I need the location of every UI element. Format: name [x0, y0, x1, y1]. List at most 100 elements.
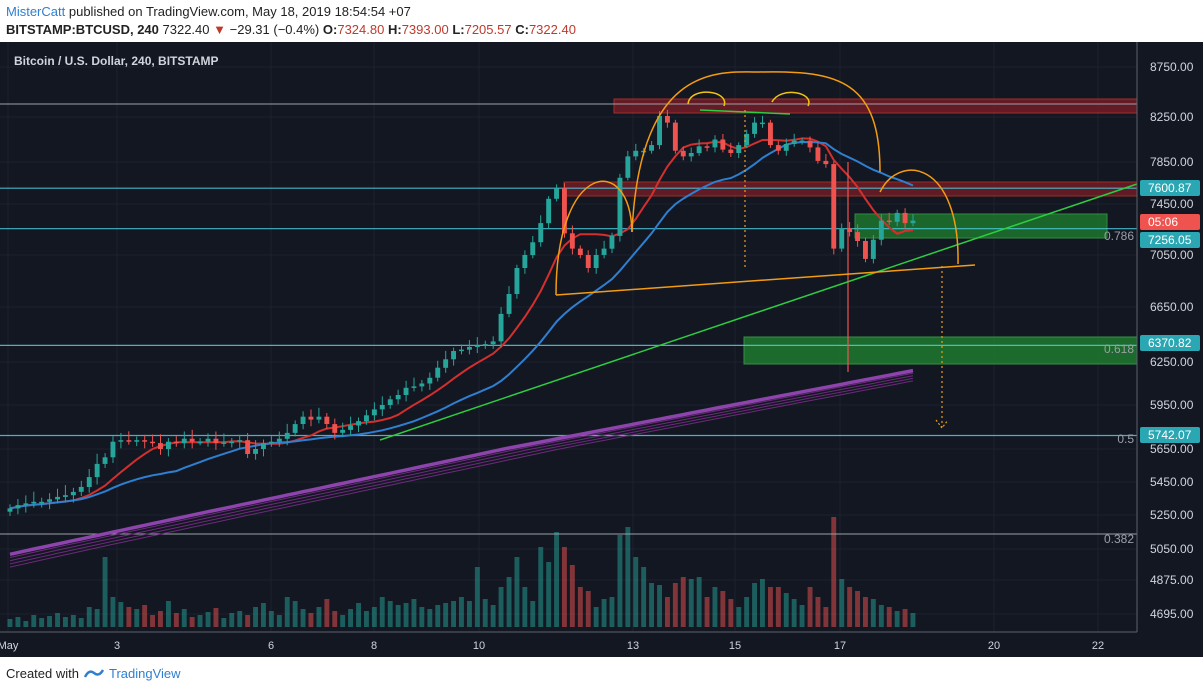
candle-body [768, 122, 773, 146]
candle-body [577, 248, 583, 255]
candle-body [173, 441, 179, 444]
volume-bar [166, 601, 171, 627]
candle-body [823, 160, 829, 165]
volume-bar [593, 607, 599, 627]
volume-bar [443, 603, 449, 627]
volume-bar [768, 587, 773, 627]
volume-bar [902, 609, 908, 627]
volume-bar [451, 601, 456, 627]
candle-body [245, 440, 251, 454]
ascending-trendline [379, 183, 1138, 441]
resistance-zone-mid [563, 181, 1138, 197]
volume-bar [554, 532, 559, 627]
candle-body [562, 188, 567, 234]
left-shoulder-curve [555, 180, 633, 296]
ma-long-line [9, 368, 914, 557]
tradingview-link[interactable]: TradingView [108, 666, 181, 681]
author-link[interactable]: MisterCatt [6, 4, 66, 19]
candle-body [704, 146, 710, 148]
price-chart[interactable]: Bitcoin / U.S. Dollar, 240, BITSTAMP 875… [0, 42, 1203, 657]
volume-bar [31, 615, 37, 627]
candle-body [268, 441, 274, 444]
volume-bar [245, 615, 251, 627]
candle-body [23, 503, 29, 506]
candle-body [506, 294, 512, 314]
fib-labels: 0.786 0.618 0.5 0.382 [1104, 229, 1134, 546]
candle-body [467, 346, 472, 350]
candle-body [229, 441, 235, 444]
volume-bar [276, 615, 282, 627]
candle-body [213, 438, 219, 444]
candle-body [189, 438, 195, 442]
price-change: −29.31 (−0.4%) [229, 22, 320, 37]
price-tick-label: 6650.00 [1150, 300, 1194, 314]
candle-body [253, 449, 258, 454]
candle-body [126, 440, 132, 442]
volume-bar [585, 591, 591, 627]
neckline [555, 264, 976, 296]
chart-area[interactable]: Bitcoin / U.S. Dollar, 240, BITSTAMP 875… [0, 42, 1203, 657]
price-highlight-box [1140, 335, 1200, 351]
volume-bar [427, 609, 433, 627]
volume-bar [617, 535, 623, 627]
volume-bar [688, 579, 694, 627]
candle-body [546, 198, 552, 224]
volume-bar [720, 591, 726, 627]
price-tick-label: 8750.00 [1150, 60, 1194, 74]
candle-body [799, 140, 805, 143]
price-highlight-label: 7600.87 [1148, 181, 1192, 195]
candle-body [451, 351, 456, 360]
candle-body [728, 149, 734, 153]
volume-bar [649, 583, 654, 627]
price-tick-label: 7450.00 [1150, 197, 1194, 211]
candle-body [395, 395, 401, 400]
candle-body [55, 496, 60, 500]
symbol-label: BITSTAMP:BTCUSD, 240 [6, 22, 159, 37]
volume-bar [514, 557, 520, 627]
volume-bar [775, 587, 781, 627]
candle-body [910, 220, 916, 224]
candle-body [855, 232, 860, 241]
volume-bar [150, 615, 155, 627]
candle-body [150, 441, 155, 444]
price-tick-label: 5950.00 [1150, 398, 1194, 412]
candle-body [712, 139, 718, 148]
candle-body [158, 443, 163, 449]
chart-title: Bitcoin / U.S. Dollar, 240, BITSTAMP [14, 54, 218, 68]
volume-bar [118, 602, 124, 627]
candle-body [665, 116, 670, 123]
volume-bar [102, 557, 108, 627]
price-highlight-box [1140, 427, 1200, 443]
candle-body [617, 177, 623, 236]
volume-bar [55, 613, 60, 627]
volume-bar [387, 601, 393, 627]
candle-body [863, 241, 868, 259]
candle-body [609, 235, 615, 249]
volume-bar [680, 577, 686, 627]
volume-bar [506, 577, 512, 627]
volume-bar [316, 607, 322, 627]
volume-bar [213, 608, 219, 627]
candle-body [680, 150, 686, 157]
volume-bar [744, 597, 750, 627]
volume-bar [878, 605, 884, 627]
candle-body [237, 440, 243, 442]
volume-bar [261, 603, 266, 627]
candle-body [672, 122, 678, 151]
time-axis[interactable]: May 3 6 8 10 13 15 17 20 22 [0, 640, 1104, 652]
candle-body [744, 133, 750, 146]
volume-bar [815, 597, 821, 627]
ma-ribbon-line [9, 372, 914, 558]
candle-body [593, 255, 599, 268]
candle-body [118, 440, 124, 442]
volume-bar [356, 603, 361, 627]
volume-bar [807, 587, 813, 627]
candle-body [371, 409, 377, 416]
candle-body [443, 359, 449, 368]
ma-slow-line [9, 140, 914, 510]
candle-body [261, 443, 266, 449]
candle-body [870, 239, 876, 259]
price-axis[interactable]: 8750.00 8250.00 7850.00 7450.00 7050.00 6650.… [1140, 60, 1200, 621]
volume-bar [910, 613, 916, 627]
price-tick-label: 7850.00 [1150, 155, 1194, 169]
